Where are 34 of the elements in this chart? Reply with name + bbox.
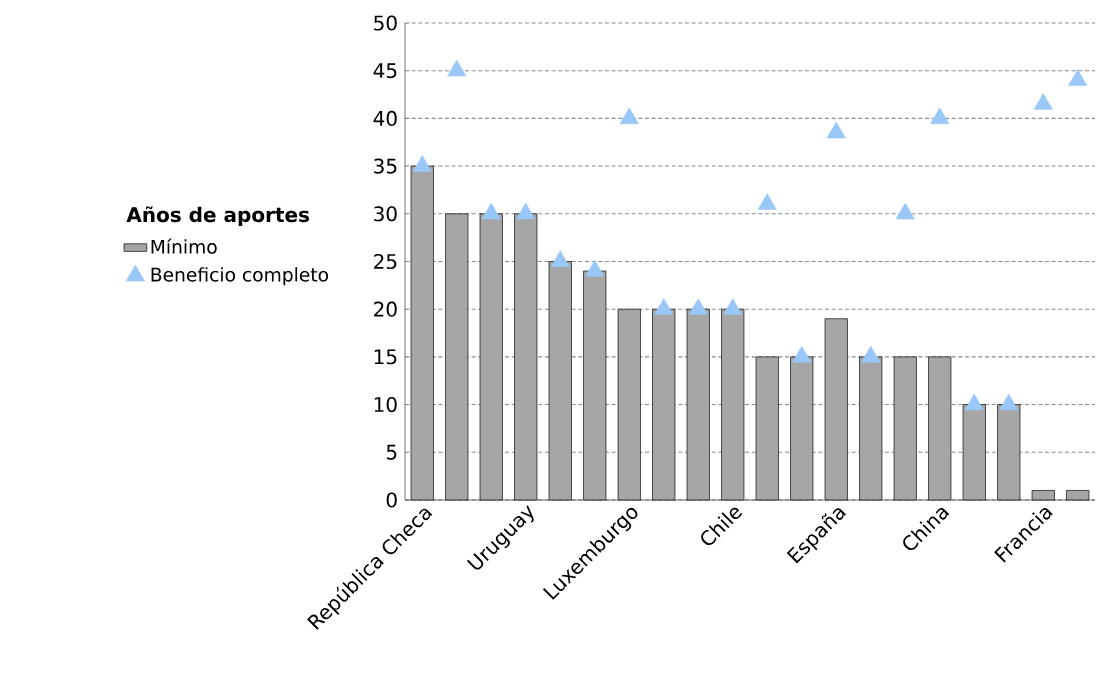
point (585, 260, 605, 277)
point (964, 393, 984, 411)
y-tick-label: 5 (386, 444, 397, 460)
point (447, 59, 467, 77)
point (619, 107, 639, 124)
y-tick-label: 35 (374, 158, 397, 174)
legend-title: Años de aportes (126, 206, 309, 227)
point (861, 345, 881, 363)
y-tick-label: 10 (374, 397, 397, 413)
y-tick-label: 40 (373, 110, 397, 126)
point (723, 298, 743, 315)
point (1033, 93, 1053, 110)
point (999, 393, 1019, 411)
y-tick-label: 0 (386, 492, 397, 508)
y-tick-label: 50 (374, 15, 397, 31)
y-tick-label: 25 (374, 253, 397, 270)
y-tick-label: 15 (374, 349, 397, 365)
legend-label: Beneficio completo (151, 267, 329, 286)
point (930, 107, 950, 124)
point (1068, 69, 1088, 86)
point (757, 193, 777, 210)
y-tick-label: 20 (374, 301, 397, 317)
point (792, 345, 812, 363)
point (826, 121, 846, 139)
y-tick-label: 30 (374, 206, 397, 222)
y-tick-label: 45 (373, 63, 397, 79)
point (654, 298, 674, 315)
point (412, 155, 432, 172)
legend-label: Mínimo (151, 238, 217, 254)
point (688, 298, 708, 315)
point (481, 202, 501, 220)
point (550, 250, 570, 268)
point (895, 202, 915, 220)
point (516, 202, 536, 220)
